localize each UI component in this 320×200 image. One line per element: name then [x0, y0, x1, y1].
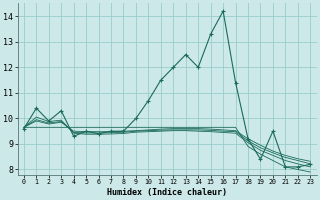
X-axis label: Humidex (Indice chaleur): Humidex (Indice chaleur) [107, 188, 227, 197]
